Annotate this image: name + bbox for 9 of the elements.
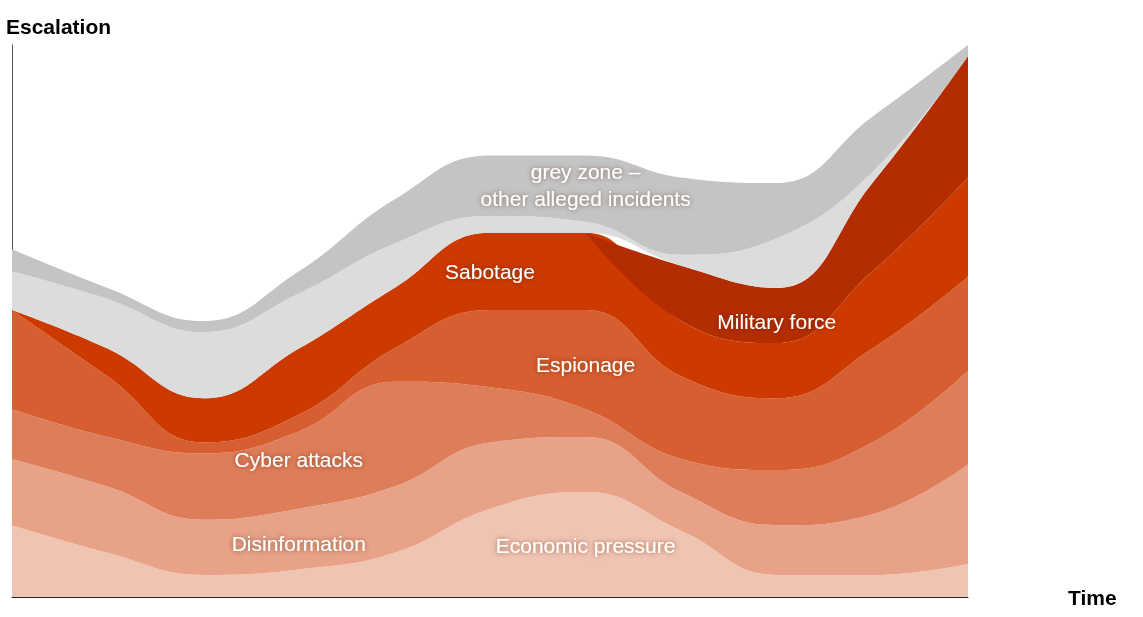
x-axis-title: Time — [1068, 585, 1117, 609]
series-label: Military force — [717, 310, 837, 334]
series-label: Sabotage — [445, 259, 535, 283]
series-label: Cyber attacks — [234, 447, 363, 471]
series-label: grey zone – other alleged incidents — [480, 159, 691, 210]
y-axis-title: Escalation — [6, 15, 112, 38]
series-label: Disinformation — [231, 532, 366, 556]
series-label: Espionage — [535, 353, 636, 377]
series-label: Economic pressure — [495, 533, 676, 557]
